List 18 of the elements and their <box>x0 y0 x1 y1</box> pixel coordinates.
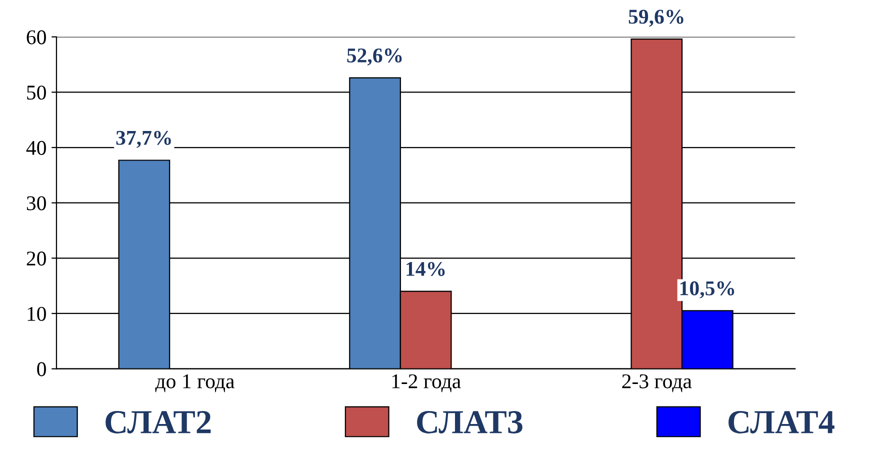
data-label: 59,6% <box>628 10 684 27</box>
y-tick-label: 40 <box>26 140 46 155</box>
data-label: 52,6% <box>347 48 402 66</box>
data-label: 10,5% <box>680 281 734 298</box>
x-tick-label: 1-2 года <box>392 374 461 392</box>
y-tick-label: 0 <box>37 362 46 376</box>
data-label: 14% <box>406 262 445 276</box>
legend-label: СЛАТ3 <box>417 411 522 434</box>
x-tick-label: до 1 года <box>155 374 234 392</box>
y-tick-label: 60 <box>26 30 46 44</box>
y-tick-label: 50 <box>27 86 46 100</box>
legend-label: СЛАТ4 <box>728 411 834 434</box>
data-label: 37,7% <box>116 130 171 148</box>
y-tick-label: 30 <box>26 196 46 210</box>
y-tick-label: 10 <box>28 306 46 321</box>
y-tick-label: 20 <box>26 252 46 266</box>
x-tick-label: 2-3 года <box>622 374 692 392</box>
legend-label: СЛАТ2 <box>106 411 211 434</box>
